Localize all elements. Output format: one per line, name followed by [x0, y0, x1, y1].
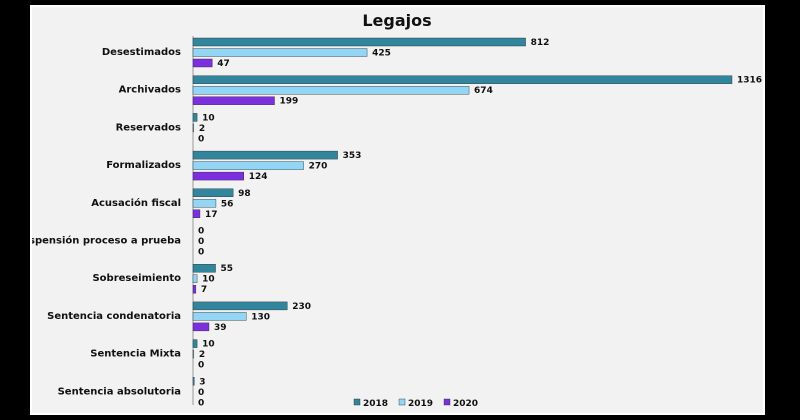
bar-2019: [192, 123, 195, 133]
bar-2019: [192, 161, 304, 170]
bar-2019: [192, 48, 368, 57]
legend-swatch: [353, 398, 361, 406]
bars-group: Desestimados 812 425 47 Archivados 1316 674 199…: [32, 37, 762, 408]
bar-2018: [192, 113, 198, 122]
data-label: 0: [198, 248, 204, 258]
data-label: 0: [198, 237, 204, 247]
bar-2019: [192, 274, 198, 283]
category-label: Reservados: [116, 122, 181, 133]
legend-label: 2018: [363, 399, 388, 409]
chart-frame: Legajos Desestimados 812 425 47 Archivados 13…: [30, 5, 765, 415]
data-label: 56: [221, 199, 234, 209]
bar-2019: [192, 349, 195, 359]
bar-2019: [192, 312, 247, 321]
category-label: Acusación fiscal: [91, 197, 181, 209]
data-label: 425: [372, 49, 391, 59]
data-label: 674: [474, 86, 493, 96]
category-label: Formalizados: [106, 160, 181, 171]
legend-swatch: [443, 398, 451, 406]
data-label: 230: [292, 302, 311, 312]
data-label: 199: [280, 97, 299, 107]
data-label: 353: [343, 151, 362, 161]
data-label: 10: [202, 113, 215, 123]
data-label: 10: [202, 340, 215, 350]
data-label: 10: [202, 275, 215, 285]
data-label: 47: [217, 59, 230, 69]
bar-2018: [192, 301, 288, 311]
bar-chart: Legajos Desestimados 812 425 47 Archivados 13…: [32, 11, 762, 409]
bar-2019: [192, 85, 470, 95]
data-label: 98: [238, 189, 251, 199]
data-label: 17: [205, 210, 218, 220]
category-label: Desestimados: [102, 47, 181, 58]
bar-2018: [192, 377, 195, 386]
data-label: 2: [199, 124, 205, 134]
data-label: 0: [198, 134, 204, 144]
category-label: Sentencia absolutoria: [58, 386, 181, 397]
bar-2019: [192, 199, 217, 208]
bar-2018: [192, 37, 526, 47]
data-label: 39: [214, 323, 227, 333]
data-label: 124: [249, 172, 268, 182]
bar-2018: [192, 75, 733, 84]
data-label: 7: [201, 285, 207, 295]
category-label: Sobreseimiento: [92, 273, 181, 284]
data-label: 1316: [737, 76, 762, 86]
bar-2018: [192, 339, 198, 348]
bar-2020: [192, 285, 197, 294]
data-label: 0: [198, 388, 204, 398]
bar-2020: [192, 209, 201, 219]
bar-2018: [192, 264, 216, 273]
data-label: 2: [199, 350, 205, 360]
data-label: 270: [309, 162, 328, 172]
category-label: Suspensión proceso a prueba: [32, 235, 181, 247]
legend: 2018 2019 2020: [353, 398, 478, 409]
legend-label: 2020: [453, 399, 478, 409]
legend-label: 2019: [408, 399, 433, 409]
chart-title: Legajos: [362, 11, 431, 30]
data-label: 55: [221, 264, 234, 274]
data-label: 3: [199, 377, 205, 387]
data-label: 0: [198, 227, 204, 237]
data-label: 812: [531, 38, 550, 48]
bar-2020: [192, 96, 275, 105]
data-label: 0: [198, 398, 204, 408]
data-label: 0: [198, 361, 204, 371]
chart-area: Legajos Desestimados 812 425 47 Archivados 13…: [32, 7, 763, 413]
bar-2020: [192, 322, 210, 332]
bar-2020: [192, 171, 244, 181]
legend-swatch: [398, 398, 406, 406]
category-label: Archivados: [119, 85, 181, 96]
bar-2020: [192, 58, 213, 68]
category-label: Sentencia Mixta: [90, 349, 181, 360]
bar-2018: [192, 150, 338, 160]
category-label: Sentencia condenatoria: [47, 311, 181, 322]
data-label: 130: [251, 312, 270, 322]
bar-2018: [192, 188, 234, 198]
